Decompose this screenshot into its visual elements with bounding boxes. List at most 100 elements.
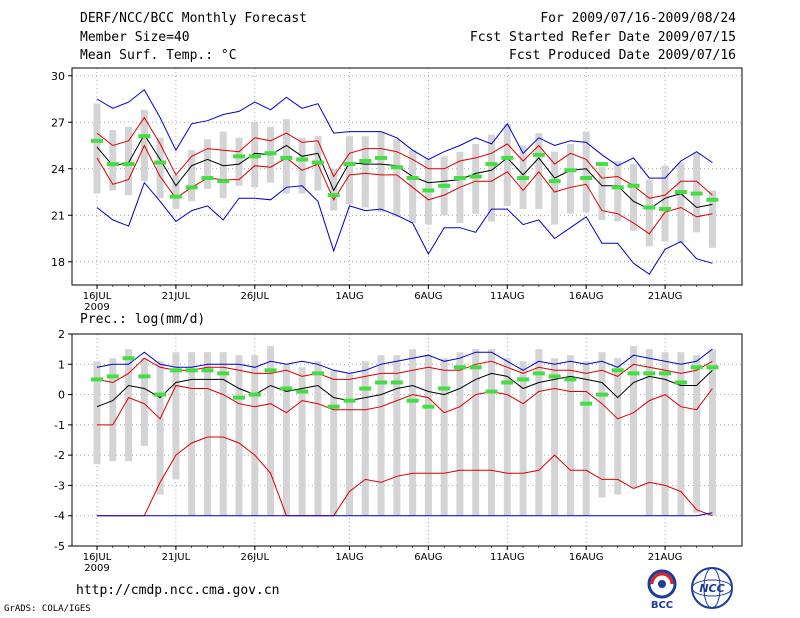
obs-marker <box>296 389 309 394</box>
x-tick-label: 6AUG <box>414 552 442 563</box>
ensemble-box <box>219 131 227 199</box>
obs-marker <box>406 176 419 181</box>
obs-marker <box>169 194 182 199</box>
obs-marker <box>359 159 372 163</box>
obs-marker <box>517 377 530 382</box>
obs-marker <box>138 134 151 139</box>
obs-marker <box>390 165 403 170</box>
series-max <box>96 348 713 374</box>
ensemble-box <box>109 130 117 191</box>
obs-marker <box>548 179 561 184</box>
y-tick-label: 27 <box>51 116 65 129</box>
obs-marker <box>264 151 277 156</box>
ensemble-box <box>551 151 559 225</box>
obs-marker <box>453 365 466 370</box>
chart-title: DERF/NCC/BCC Monthly Forecast <box>80 11 307 26</box>
obs-marker <box>122 356 135 361</box>
ensemble-box <box>330 370 338 516</box>
ensemble-box <box>440 358 448 516</box>
obs-marker <box>343 162 356 167</box>
ensemble-box <box>235 355 243 516</box>
ensemble-box <box>614 358 622 495</box>
obs-marker <box>595 392 608 397</box>
ncc-logo: NCC <box>690 566 734 610</box>
ensemble-box <box>314 361 322 516</box>
precip-title: Prec.: log(mm/d) <box>80 312 205 327</box>
y-tick-label: 18 <box>51 256 65 269</box>
ensemble-box <box>125 126 133 196</box>
ensemble-box <box>377 355 385 516</box>
y-tick-label: -5 <box>54 540 65 553</box>
obs-marker <box>627 371 640 376</box>
x-tick-label: 16AUG <box>569 291 604 302</box>
x-tick-label: 1AUG <box>335 552 363 563</box>
y-tick-label: 1 <box>58 358 65 371</box>
ensemble-box <box>566 355 574 516</box>
ensemble-box <box>598 352 606 498</box>
obs-marker <box>375 155 388 160</box>
ensemble-box <box>235 137 243 186</box>
y-tick-label: -2 <box>54 449 65 462</box>
obs-marker <box>122 162 135 167</box>
ensemble-box <box>472 349 480 516</box>
x-tick-label: 16AUG <box>569 552 604 563</box>
obs-marker <box>327 193 340 198</box>
ensemble-box <box>472 143 480 214</box>
x-tick-label: 21JUL <box>162 552 191 563</box>
bcc-logo: BCC <box>640 566 684 611</box>
y-tick-label: 0 <box>58 389 65 402</box>
obs-marker <box>154 392 167 397</box>
obs-marker <box>422 404 435 409</box>
ensemble-box <box>693 355 701 513</box>
obs-marker <box>627 183 640 188</box>
ensemble-box <box>661 352 669 516</box>
obs-marker <box>453 176 466 181</box>
source-url[interactable]: http://cmdp.ncc.cma.gov.cn <box>76 583 280 598</box>
obs-marker <box>201 176 214 181</box>
ensemble-box <box>708 190 716 248</box>
obs-marker <box>485 162 498 167</box>
obs-marker <box>438 183 451 188</box>
temperature-panel: 18 21 24 27 30 16JUL 21JUL 26JUL 1AUG 6AUG 11AUG 16… <box>51 67 743 313</box>
obs-marker <box>548 374 561 379</box>
plot-frame <box>71 333 743 547</box>
produced-date: Fcst Produced Date 2009/07/16 <box>509 48 736 63</box>
obs-marker <box>217 371 230 376</box>
obs-marker <box>674 380 687 385</box>
obs-marker <box>564 168 577 173</box>
obs-marker <box>485 389 498 394</box>
precip-panel: -5 -4 -3 -2 -1 0 1 2 16JUL 21JUL 26JUL 1AUG 6AUG 11AU… <box>54 328 743 574</box>
ensemble-box <box>393 355 401 516</box>
obs-marker <box>154 160 167 165</box>
forecast-period: For 2009/07/16-2009/08/24 <box>540 11 736 26</box>
y-tick-label: 21 <box>51 209 65 222</box>
ensemble-box <box>377 131 385 213</box>
x-tick-label: 16JUL <box>83 291 112 302</box>
obs-marker <box>690 191 703 196</box>
variable-label: Mean Surf. Temp.: °C <box>80 48 237 63</box>
ensemble-box <box>125 349 133 462</box>
obs-marker <box>580 176 593 181</box>
y-tick-label: -1 <box>54 419 65 432</box>
obs-marker <box>233 154 246 159</box>
ensemble-box <box>409 150 417 223</box>
obs-marker <box>706 197 719 202</box>
ensemble-box <box>156 361 164 495</box>
ensemble-box <box>361 136 369 208</box>
ensemble-box <box>519 361 527 516</box>
ensemble-box <box>282 364 290 516</box>
obs-marker <box>469 174 482 179</box>
ensemble-box <box>393 139 401 217</box>
y-tick-label: 24 <box>51 163 65 176</box>
y-tick-label: -3 <box>54 479 65 492</box>
x-tick-label: 11AUG <box>490 552 525 563</box>
x-tick-label: 21AUG <box>648 552 683 563</box>
obs-marker <box>595 162 608 167</box>
ensemble-box <box>424 355 432 516</box>
ensemble-box <box>630 346 638 489</box>
obs-marker <box>280 386 293 391</box>
series-median <box>96 133 713 210</box>
obs-marker <box>564 377 577 382</box>
ensemble-box <box>598 167 606 220</box>
ensemble-box <box>551 358 559 516</box>
